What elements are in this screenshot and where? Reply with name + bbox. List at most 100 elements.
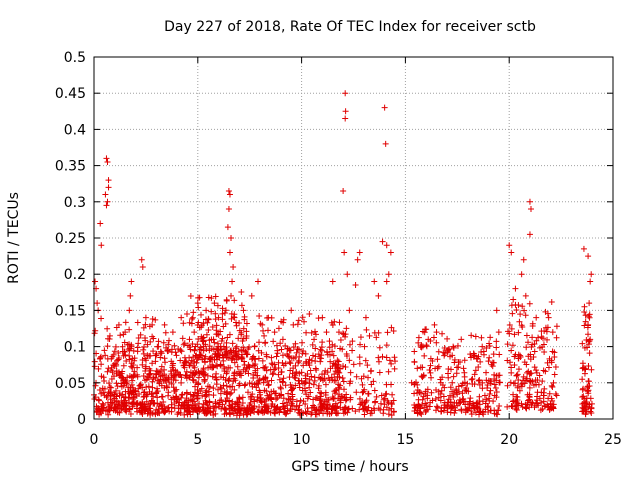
data-point <box>504 403 511 410</box>
data-point <box>321 371 328 378</box>
data-point <box>493 388 500 395</box>
data-point <box>495 329 502 336</box>
data-point <box>155 338 162 345</box>
data-point <box>111 348 118 355</box>
data-point <box>390 408 397 415</box>
data-point <box>421 352 428 359</box>
data-point <box>118 405 125 412</box>
data-point <box>143 384 150 391</box>
data-point <box>149 316 156 323</box>
data-point <box>418 344 425 351</box>
data-point <box>343 325 350 332</box>
data-point <box>518 400 525 407</box>
data-point <box>424 392 431 399</box>
data-point <box>142 335 149 342</box>
y-axis-label: ROTI / TECUs <box>6 192 22 284</box>
data-point <box>471 371 478 378</box>
data-point <box>222 376 229 383</box>
data-point <box>126 326 133 333</box>
data-point <box>451 356 458 363</box>
data-point <box>391 365 398 372</box>
data-point <box>327 365 334 372</box>
data-point <box>450 343 457 350</box>
data-point <box>526 384 533 391</box>
data-point <box>210 408 217 415</box>
data-point <box>161 366 168 373</box>
data-point <box>147 352 154 359</box>
data-point <box>157 368 164 375</box>
data-point <box>115 349 122 356</box>
data-point <box>265 382 272 389</box>
data-point <box>332 400 339 407</box>
data-point <box>312 353 319 360</box>
data-point <box>289 393 296 400</box>
data-point <box>286 353 293 360</box>
data-point <box>159 405 166 412</box>
data-point <box>535 334 542 341</box>
data-point <box>98 373 105 380</box>
data-point <box>289 386 296 393</box>
data-point <box>110 393 117 400</box>
data-point <box>549 329 556 336</box>
data-point <box>308 409 315 416</box>
data-point <box>408 379 415 386</box>
data-point <box>482 400 489 407</box>
data-point <box>208 295 215 302</box>
data-point <box>214 352 221 359</box>
data-point <box>486 343 493 350</box>
y-tick-label: 0.35 <box>55 159 86 175</box>
data-point <box>450 373 457 380</box>
data-point <box>275 325 282 332</box>
data-point <box>468 411 475 418</box>
data-point <box>226 331 233 338</box>
data-point <box>486 391 493 398</box>
x-tick-label: 10 <box>293 432 311 448</box>
data-point <box>585 390 592 397</box>
data-point <box>204 372 211 379</box>
data-point <box>107 367 114 374</box>
data-point <box>579 360 586 367</box>
data-point <box>99 407 106 414</box>
data-point <box>520 373 527 380</box>
data-point <box>243 320 250 327</box>
data-point <box>181 354 188 361</box>
data-point <box>183 389 190 396</box>
data-point <box>447 392 454 399</box>
data-point <box>196 354 203 361</box>
data-point <box>120 362 127 369</box>
data-point <box>256 339 263 346</box>
data-point <box>282 382 289 389</box>
data-point <box>548 359 555 366</box>
data-point <box>105 405 112 412</box>
data-point <box>303 360 310 367</box>
data-point <box>158 363 165 370</box>
data-point <box>417 410 424 417</box>
data-point <box>238 302 245 309</box>
data-point <box>303 329 310 336</box>
data-point <box>182 398 189 405</box>
data-point <box>273 353 280 360</box>
data-point <box>472 409 479 416</box>
data-point <box>226 410 233 417</box>
data-point <box>295 358 302 365</box>
data-point <box>364 362 371 369</box>
data-point <box>279 352 286 359</box>
data-point <box>213 376 220 383</box>
data-point <box>435 348 442 355</box>
data-point <box>98 361 105 368</box>
data-point <box>588 405 595 412</box>
data-point <box>127 292 134 299</box>
data-point <box>356 354 363 361</box>
data-point <box>250 353 257 360</box>
data-point <box>428 374 435 381</box>
data-point <box>506 321 513 328</box>
data-point <box>279 336 286 343</box>
data-point <box>451 409 458 416</box>
data-point <box>353 373 360 380</box>
data-point <box>329 348 336 355</box>
data-point <box>536 372 543 379</box>
data-point <box>186 374 193 381</box>
data-point <box>585 341 592 348</box>
data-point <box>447 399 454 406</box>
